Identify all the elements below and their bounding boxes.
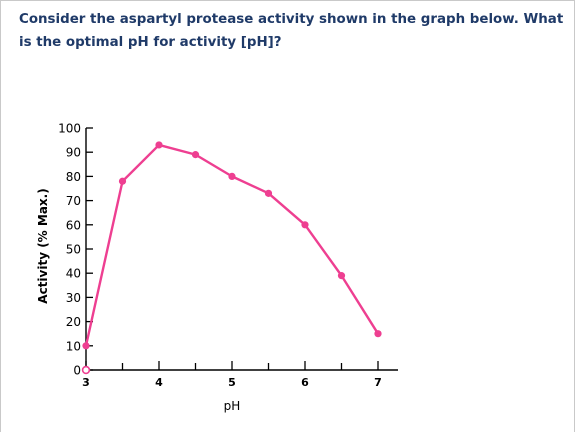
data-point — [82, 342, 90, 350]
y-tick-label: 10 — [66, 339, 81, 353]
y-tick-label: 40 — [66, 267, 81, 281]
y-tick-label: 80 — [66, 170, 81, 184]
y-tick-label: 50 — [66, 243, 81, 257]
y-tick-label: 70 — [66, 194, 81, 208]
y-tick-label: 30 — [66, 291, 81, 305]
data-point — [118, 177, 127, 185]
y-tick-label: 90 — [66, 146, 81, 160]
origin-marker — [81, 365, 91, 375]
chart-series — [81, 141, 382, 375]
data-point — [264, 189, 273, 197]
x-tick-label: 5 — [228, 376, 236, 389]
data-point — [337, 272, 346, 280]
y-tick-label: 20 — [66, 315, 81, 329]
data-point — [155, 141, 163, 149]
x-tick-label: 7 — [374, 376, 382, 389]
data-point — [228, 172, 236, 180]
chart-ticks: 0 10 20 30 40 50 60 70 80 90 100 3 4 5 6 7 — [58, 122, 382, 390]
chart-axes — [85, 128, 398, 371]
data-point — [301, 221, 309, 229]
question-text: Consider the aspartyl protease activity … — [19, 12, 564, 50]
x-tick-label: 4 — [155, 376, 163, 389]
y-axis-label: Activity (% Max.) — [36, 188, 50, 303]
data-point — [191, 151, 200, 159]
x-tick-label: 6 — [301, 376, 309, 389]
x-tick-label: 3 — [82, 376, 90, 389]
y-tick-label: 100 — [58, 122, 81, 136]
x-axis-label: pH — [224, 399, 241, 413]
y-tick-label: 0 — [73, 364, 81, 378]
y-tick-label: 60 — [66, 218, 81, 232]
data-point — [374, 330, 382, 338]
